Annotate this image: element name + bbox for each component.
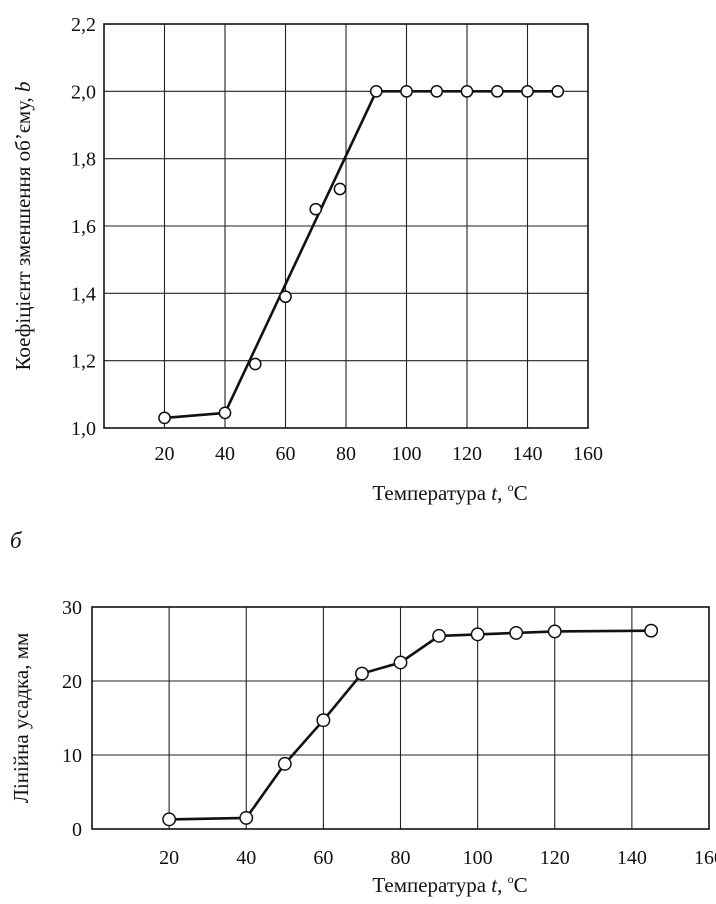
chart-b-data-point [393, 655, 408, 670]
chart-b-series-line [169, 629, 652, 821]
chart-a-grid [104, 24, 588, 428]
chart-b-x-axis-label-main: Температура [372, 873, 491, 897]
chart-b-x-axis-label-var: t [491, 873, 498, 897]
chart-b-data-point [470, 627, 485, 642]
chart-a-y-tick-label: 1,4 [71, 283, 96, 305]
chart-a-x-tick-label: 20 [155, 443, 175, 465]
chart-b-data-point [509, 625, 524, 640]
chart-a-data-point [279, 290, 292, 304]
chart-a-y-axis-label-var: b [11, 81, 35, 92]
chart-a-series-line [164, 90, 558, 420]
chart-a-data-point [218, 406, 232, 420]
chart-a-trend-line [164, 90, 558, 420]
chart-b-data-point [239, 810, 254, 825]
chart-b-x-axis-label-unit: C [514, 873, 528, 897]
chart-linear-shrinkage: 0 10 20 30 20 40 60 80 100 120 140 160 Лінійна уса… [9, 597, 716, 897]
chart-b-x-axis-label-sep: , [497, 873, 508, 897]
chart-a-x-axis-label-unit: C [514, 481, 528, 505]
chart-a-data-point [551, 84, 565, 98]
chart-a-y-tick-label: 1,0 [71, 418, 96, 440]
chart-a-x-tick-label: 40 [215, 443, 235, 465]
chart-b-y-tick-labels: 0 10 20 30 [62, 597, 82, 841]
chart-a-y-tick-label: 1,8 [71, 149, 96, 171]
chart-b-data-point [547, 624, 562, 639]
chart-a-data-point [248, 357, 262, 371]
chart-a-x-tick-label: 160 [573, 443, 603, 465]
chart-a-plot-frame [103, 23, 589, 429]
chart-b-plot-frame [91, 606, 710, 830]
chart-b-x-tick-label: 60 [313, 847, 333, 869]
chart-b-y-tick-label: 20 [62, 671, 82, 693]
chart-b-data-point [316, 713, 331, 728]
chart-b-grid [92, 607, 709, 829]
chart-a-data-point [369, 84, 383, 98]
chart-a-y-tick-label: 2,2 [71, 14, 96, 36]
chart-b-data-point [162, 812, 177, 827]
chart-a-data-points [158, 84, 565, 425]
chart-a-data-point [158, 411, 171, 425]
chart-a-data-point [430, 84, 444, 98]
chart-a-data-point [460, 84, 474, 98]
chart-a-x-axis-label-sep: , [497, 481, 508, 505]
chart-b-data-point [644, 623, 659, 638]
chart-b-x-tick-label: 40 [236, 847, 256, 869]
chart-a-x-tick-labels: 20 40 60 80 100 120 140 160 [155, 443, 604, 465]
chart-b-y-tick-label: 0 [72, 819, 82, 841]
chart-b-x-tick-labels: 20 40 60 80 100 120 140 160 [159, 847, 716, 869]
chart-a-x-tick-label: 80 [336, 443, 356, 465]
chart-a-y-tick-label: 1,6 [71, 216, 96, 238]
chart-a-y-tick-label: 1,2 [71, 351, 96, 373]
chart-a-data-point [333, 182, 347, 196]
chart-a-x-axis-label-main: Температура [372, 481, 491, 505]
chart-b-x-tick-label: 120 [540, 847, 570, 869]
chart-b-x-tick-label: 160 [694, 847, 716, 869]
chart-a-x-axis-label-var: t [491, 481, 498, 505]
chart-a-x-axis-label: Температура t, oC [372, 480, 527, 505]
chart-b-x-tick-label: 140 [617, 847, 647, 869]
chart-a-data-point [521, 84, 534, 98]
chart-b-x-tick-label: 80 [391, 847, 411, 869]
chart-a-y-tick-label: 2,0 [71, 81, 96, 103]
chart-b-data-point [277, 756, 292, 771]
chart-b-data-point [354, 666, 369, 681]
panel-label-b: б [10, 528, 23, 553]
chart-b-y-tick-label: 10 [62, 745, 82, 767]
chart-b-y-axis-label: Лінійна усадка, мм [9, 633, 33, 804]
chart-a-data-point [490, 84, 504, 98]
chart-a-y-axis-label: Коефіцієнт зменшення об’єму, b [11, 81, 35, 370]
chart-a-y-axis-label-main: Коефіцієнт зменшення об’єму, [11, 92, 35, 371]
chart-a-x-tick-label: 100 [392, 443, 422, 465]
chart-b-x-tick-label: 100 [463, 847, 493, 869]
chart-a-x-axis-label-degree: o [508, 480, 514, 494]
chart-b-trend-line [169, 629, 652, 821]
chart-a-x-tick-label: 140 [513, 443, 543, 465]
chart-volume-reduction: 1,0 1,2 1,4 1,6 1,8 2,0 2,2 20 40 60 80 100 120 140 1… [11, 14, 603, 505]
chart-b-x-axis-label: Температура t, oC [372, 872, 527, 897]
chart-b-y-tick-label: 30 [62, 597, 82, 619]
chart-b-data-points [162, 623, 659, 827]
chart-b-x-axis-label-degree: o [508, 872, 514, 886]
chart-b-x-tick-label: 20 [159, 847, 179, 869]
chart-b-data-point [432, 628, 447, 643]
chart-a-data-point [309, 202, 323, 216]
chart-a-y-tick-labels: 1,0 1,2 1,4 1,6 1,8 2,0 2,2 [71, 14, 96, 440]
chart-a-data-point [400, 84, 413, 98]
chart-a-x-tick-label: 60 [276, 443, 296, 465]
chart-a-x-tick-label: 120 [452, 443, 482, 465]
